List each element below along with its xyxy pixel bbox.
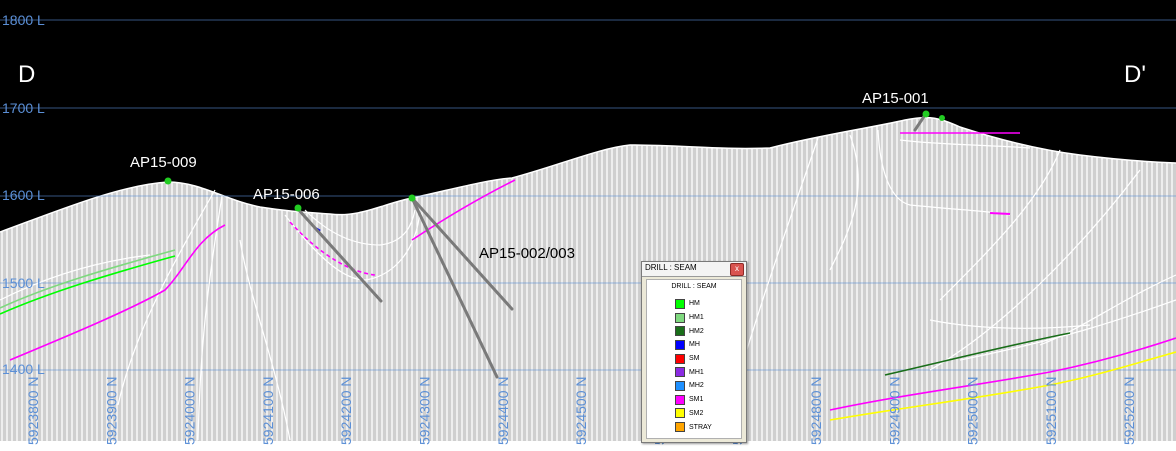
drill-traces: [295, 113, 927, 379]
elevation-labels: 1800 L 1700 L 1600 L 1500 L 1400 L: [2, 12, 45, 377]
legend-label: MH2: [689, 382, 704, 390]
collar-ap15-009: [164, 177, 172, 185]
drillhole-labels: AP15-009 AP15-006 AP15-002/003 AP15-001: [130, 90, 929, 262]
legend-swatch: [675, 326, 685, 337]
drillhole-label-ap15-009: AP15-009: [130, 154, 197, 171]
collar-ap15-001-a: [922, 110, 930, 118]
legend-label: HM1: [689, 314, 704, 322]
northing-label: 5924300 N: [417, 376, 433, 445]
legend-item: MH2: [675, 379, 712, 393]
northing-labels: 5923800 N 5923900 N 5924000 N 5924100 N 5924…: [25, 376, 1137, 445]
northing-label: 5923900 N: [103, 376, 119, 445]
seam-traces: [0, 132, 1176, 421]
northing-label: 5925100 N: [1043, 376, 1059, 445]
legend-body: DRILL : SEAM HM HM1 HM2 MH SM MH1 MH2 SM1 SM2 STR…: [646, 279, 742, 439]
legend-label: STRAY: [689, 423, 712, 431]
legend-swatch: [675, 380, 685, 391]
legend-label: HM: [689, 300, 700, 308]
drill-trace-ap15-006: [295, 206, 383, 303]
northing-label: 5924200 N: [338, 376, 354, 445]
northing-label: 5924100 N: [260, 376, 276, 445]
legend-window-title: DRILL : SEAM: [645, 263, 697, 272]
legend-swatch: [675, 312, 685, 323]
northing-label: 5924800 N: [808, 376, 824, 445]
legend-label: SM1: [689, 396, 704, 404]
legend-swatch: [675, 339, 685, 350]
section-label-left: D: [18, 61, 35, 88]
collar-markers: [164, 110, 945, 212]
elevation-label: 1800 L: [2, 12, 45, 28]
legend-swatch: [675, 394, 685, 405]
drillhole-label-ap15-002-003: AP15-002/003: [479, 245, 575, 262]
elevation-label: 1500 L: [2, 275, 45, 291]
legend-titlebar[interactable]: DRILL : SEAM x: [642, 262, 746, 277]
legend-label: SM: [689, 355, 700, 363]
legend-label: HM2: [689, 327, 704, 335]
drill-trace-ap15-003: [410, 196, 514, 311]
legend-swatch: [675, 353, 685, 364]
northing-label: 5925000 N: [965, 376, 981, 445]
northing-label: 5924000 N: [182, 376, 198, 445]
collar-ap15-002-003: [408, 194, 416, 202]
topography-line: [0, 116, 1176, 233]
elevation-label: 1600 L: [2, 187, 45, 203]
northing-label: 5924400 N: [495, 376, 511, 445]
drill-trace-ap15-002: [410, 196, 499, 379]
elevation-label: 1700 L: [2, 100, 45, 116]
legend-item: HM2: [675, 324, 712, 338]
legend-item: HM: [675, 297, 712, 311]
legend-swatch: [675, 422, 685, 433]
northing-label: 5924500 N: [573, 376, 589, 445]
legend-subtitle: DRILL : SEAM: [671, 283, 717, 290]
northing-label: 5923800 N: [25, 376, 41, 445]
collar-ap15-006: [294, 204, 302, 212]
legend-item: SM: [675, 352, 712, 366]
elevation-gridlines: [0, 19, 1176, 371]
collar-ap15-001-b: [939, 115, 945, 121]
legend-item: MH: [675, 338, 712, 352]
legend-item: HM1: [675, 311, 712, 325]
legend-label: MH1: [689, 368, 704, 376]
legend-swatch: [675, 367, 685, 378]
drillhole-label-ap15-006: AP15-006: [253, 186, 320, 203]
drillhole-label-ap15-001: AP15-001: [862, 90, 929, 107]
legend-list: HM HM1 HM2 MH SM MH1 MH2 SM1 SM2 STRAY: [675, 297, 712, 434]
legend-label: SM2: [689, 409, 704, 417]
legend-item: STRAY: [675, 420, 712, 434]
legend-window[interactable]: DRILL : SEAM x DRILL : SEAM HM HM1 HM2 MH SM…: [641, 261, 747, 443]
legend-item: SM2: [675, 407, 712, 421]
legend-swatch: [675, 408, 685, 419]
legend-item: MH1: [675, 365, 712, 379]
legend-label: MH: [689, 341, 700, 349]
section-label-right: D': [1124, 61, 1146, 88]
northing-label: 5924900 N: [886, 376, 902, 445]
legend-swatch: [675, 298, 685, 309]
northing-label: 5925200 N: [1121, 376, 1137, 445]
close-icon[interactable]: x: [730, 263, 744, 276]
drill-trace-ap15-001: [913, 113, 927, 132]
elevation-label: 1400 L: [2, 361, 45, 377]
legend-item: SM1: [675, 393, 712, 407]
